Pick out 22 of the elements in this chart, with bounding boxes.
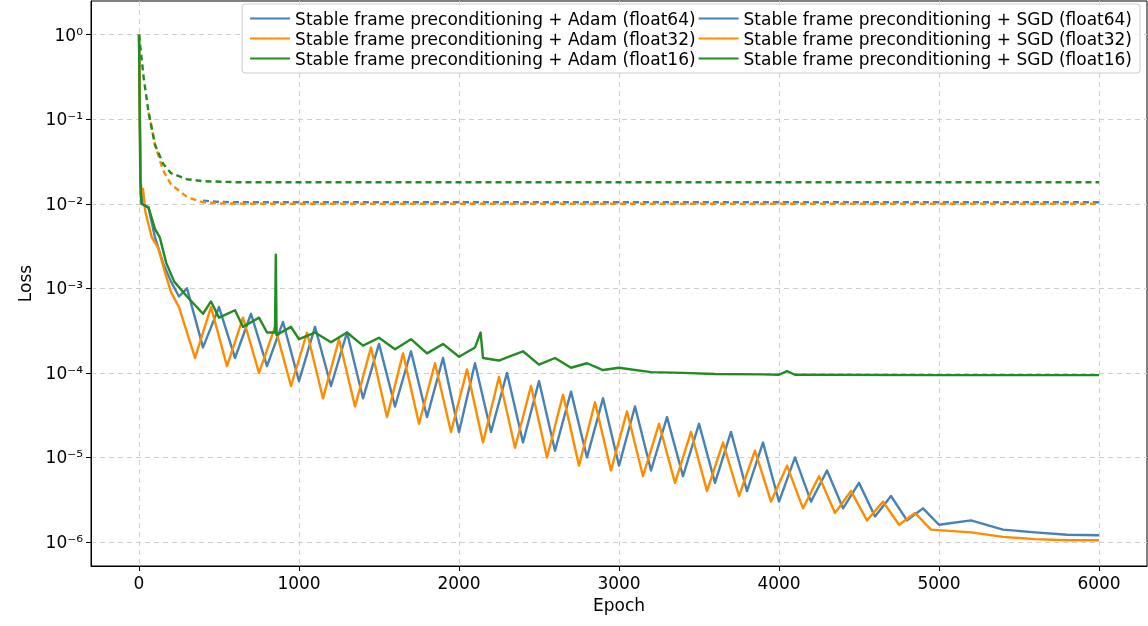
y-tick-label: 10⁻⁴ [45,362,84,383]
y-tick-label: 10⁻³ [45,278,83,299]
legend-label: Stable frame preconditioning + Adam (float16) [295,48,696,69]
y-tick-label: 10⁻⁶ [45,531,84,552]
y-axis-title: Loss [14,264,35,303]
x-tick-label: 4000 [757,572,801,593]
x-axis-title: Epoch [592,594,646,615]
legend-label: Stable frame preconditioning + SGD (float32) [743,28,1132,49]
y-tick-label: 10⁻⁵ [45,447,83,468]
y-tick-label: 10⁻² [45,193,83,214]
x-tick-label: 3000 [597,572,641,593]
x-tick-label: 0 [133,572,145,593]
legend-label: Stable frame preconditioning + Adam (float32) [295,28,696,49]
legend-label: Stable frame preconditioning + SGD (float64) [743,8,1132,29]
y-tick-label: 10⁰ [54,24,84,45]
legend-label: Stable frame preconditioning + Adam (float64) [295,8,696,29]
x-tick-label: 2000 [437,572,481,593]
x-tick-label: 1000 [277,572,321,593]
x-tick-label: 6000 [1077,572,1121,593]
x-tick-label: 5000 [917,572,961,593]
y-tick-label: 10⁻¹ [45,109,83,130]
legend-label: Stable frame preconditioning + SGD (float16) [743,48,1132,69]
